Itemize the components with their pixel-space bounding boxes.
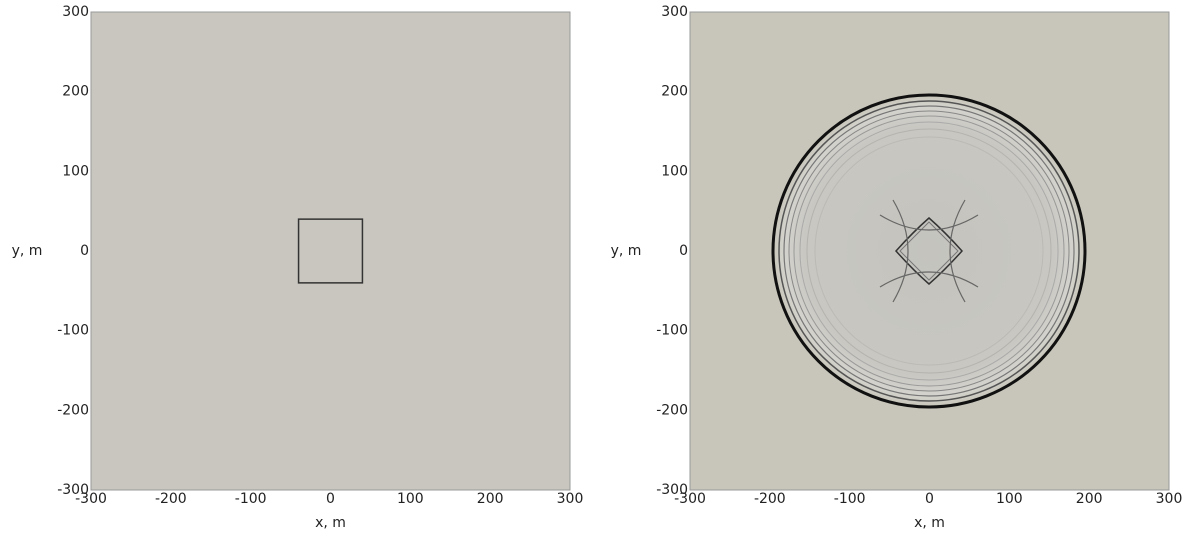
y-tick-label: -100 bbox=[57, 323, 89, 339]
figure: -300 -200 -100 0 100 200 300 -300 -200 -100 0 100 20… bbox=[0, 0, 1189, 537]
x-tick-label: 200 bbox=[477, 491, 504, 507]
x-tick-label: 300 bbox=[1156, 491, 1183, 507]
x-tick-label: 300 bbox=[557, 491, 584, 507]
x-tick-label: -200 bbox=[155, 491, 187, 507]
y-axis-label: y, m bbox=[12, 243, 43, 259]
y-tick-label: 0 bbox=[80, 243, 89, 259]
x-tick-label: -100 bbox=[834, 491, 866, 507]
x-tick-label: -100 bbox=[235, 491, 267, 507]
x-tick-label: 200 bbox=[1076, 491, 1103, 507]
y-tick-label: -100 bbox=[656, 323, 688, 339]
y-tick-label: 100 bbox=[661, 163, 688, 179]
y-tick-label: 100 bbox=[62, 163, 89, 179]
x-axis-label: x, m bbox=[315, 515, 346, 531]
x-tick-label: -200 bbox=[754, 491, 786, 507]
y-axis-label: y, m bbox=[611, 243, 642, 259]
plot-area bbox=[91, 12, 570, 490]
y-tick-label: -200 bbox=[656, 402, 688, 418]
y-tick-label: 300 bbox=[661, 4, 688, 20]
x-tick-label: 0 bbox=[925, 491, 934, 507]
y-tick-label: -200 bbox=[57, 402, 89, 418]
x-axis-label: x, m bbox=[914, 515, 945, 531]
y-tick-label: 200 bbox=[661, 84, 688, 100]
y-tick-label: -300 bbox=[57, 482, 89, 498]
x-tick-label: 100 bbox=[996, 491, 1023, 507]
wavefield bbox=[773, 95, 1085, 407]
x-tick-label: 0 bbox=[326, 491, 335, 507]
y-tick-label: 200 bbox=[62, 84, 89, 100]
y-tick-label: -300 bbox=[656, 482, 688, 498]
x-tick-label: 100 bbox=[397, 491, 424, 507]
y-tick-label: 0 bbox=[679, 243, 688, 259]
y-tick-label: 300 bbox=[62, 4, 89, 20]
